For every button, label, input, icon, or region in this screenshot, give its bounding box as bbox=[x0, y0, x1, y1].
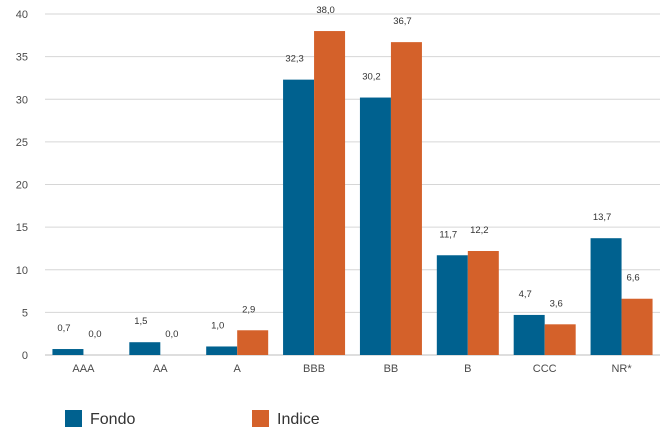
bar-fondo-bbb bbox=[283, 79, 315, 355]
bar-indice-a bbox=[237, 330, 269, 355]
data-labels: 0,7 0,0 1,5 0,0 1,0 2,9 32,3 38,0 30,2 36,7 11,7 12… bbox=[57, 5, 639, 340]
bar-fondo-bb bbox=[359, 97, 391, 356]
bar-fondo-ccc bbox=[513, 314, 545, 355]
data-label: 30,2 bbox=[362, 72, 381, 83]
y-axis-ticks: 0 5 10 15 20 25 30 35 40 bbox=[16, 9, 28, 362]
bar-fondo-nr bbox=[590, 238, 622, 355]
x-tick-label: CCC bbox=[533, 363, 557, 375]
y-tick-label: 15 bbox=[16, 222, 28, 234]
x-tick-label: AAA bbox=[72, 363, 95, 375]
data-label: 1,5 bbox=[134, 316, 147, 327]
data-label: 32,3 bbox=[285, 54, 304, 65]
data-label: 6,6 bbox=[626, 273, 639, 284]
data-label: 38,0 bbox=[316, 5, 335, 16]
y-tick-label: 5 bbox=[22, 307, 28, 319]
data-label: 0,0 bbox=[88, 329, 101, 340]
y-tick-label: 25 bbox=[16, 137, 28, 149]
data-label: 1,0 bbox=[211, 320, 224, 331]
data-label: 12,2 bbox=[470, 225, 489, 236]
legend-swatch-fondo bbox=[65, 410, 82, 427]
x-tick-label: BB bbox=[384, 363, 399, 375]
y-tick-label: 10 bbox=[16, 265, 28, 277]
bar-indice-b bbox=[467, 250, 499, 355]
data-label: 0,7 bbox=[57, 323, 70, 334]
bar-fondo-aa bbox=[129, 342, 161, 355]
bars bbox=[52, 31, 653, 356]
legend-label-indice: Indice bbox=[277, 411, 320, 428]
data-label: 0,0 bbox=[165, 329, 178, 340]
bar-fondo-b bbox=[436, 255, 468, 355]
y-tick-label: 30 bbox=[16, 94, 28, 106]
data-label: 2,9 bbox=[242, 304, 255, 315]
legend-label-fondo: Fondo bbox=[90, 411, 135, 428]
bar-indice-nr bbox=[621, 298, 653, 355]
data-label: 3,6 bbox=[550, 298, 563, 309]
x-tick-label: A bbox=[234, 363, 242, 375]
grid-lines bbox=[45, 13, 660, 356]
y-tick-label: 0 bbox=[22, 350, 28, 362]
y-tick-label: 20 bbox=[16, 180, 28, 192]
data-label: 36,7 bbox=[393, 16, 412, 27]
x-tick-label: BBB bbox=[303, 363, 325, 375]
data-label: 11,7 bbox=[439, 229, 457, 240]
bar-fondo-a bbox=[206, 346, 238, 355]
bar-indice-bb bbox=[390, 42, 422, 355]
bar-indice-bbb bbox=[314, 31, 346, 356]
x-tick-label: AA bbox=[153, 363, 168, 375]
legend: Fondo Indice bbox=[65, 410, 320, 428]
x-axis-ticks: AAA AA A BBB BB B CCC NR* bbox=[72, 363, 632, 375]
x-tick-label: B bbox=[464, 363, 471, 375]
y-tick-label: 35 bbox=[16, 52, 28, 64]
data-label: 13,7 bbox=[593, 212, 612, 223]
bar-fondo-aaa bbox=[52, 349, 84, 355]
data-label: 4,7 bbox=[519, 289, 532, 300]
legend-swatch-indice bbox=[252, 410, 269, 427]
x-tick-label: NR* bbox=[611, 363, 632, 375]
bar-indice-ccc bbox=[544, 324, 576, 355]
y-tick-label: 40 bbox=[16, 9, 28, 21]
